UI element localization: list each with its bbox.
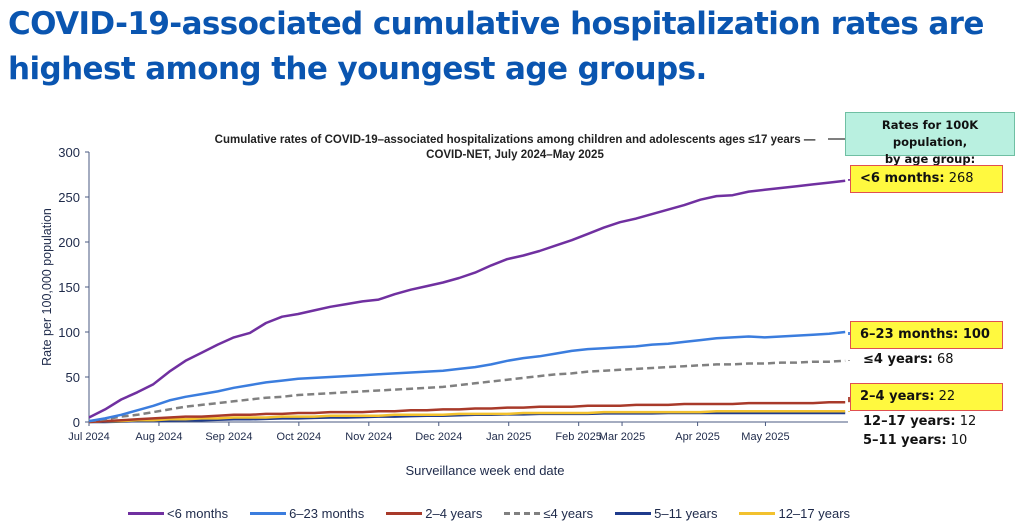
y-axis-label: Rate per 100,000 population [40, 208, 54, 366]
x-tick-label: Nov 2024 [345, 431, 392, 443]
legend-label: 5–11 years [654, 506, 718, 521]
x-tick-label: Aug 2024 [135, 431, 182, 443]
legend-swatch [615, 512, 652, 515]
callout-4-years-or-under: ≤4 years: 68 [855, 350, 954, 370]
legend-swatch [504, 512, 541, 515]
legend-swatch [386, 512, 423, 515]
callout-6-23-months: 6–23 months: 100 [850, 321, 1003, 349]
legend-item-0: <6 months [128, 506, 228, 521]
callout-value: 12 [955, 414, 977, 429]
y-tick-label: 150 [58, 280, 80, 295]
x-tick-label: Feb 2025 [555, 431, 601, 443]
legend-item-4: 5–11 years [615, 506, 717, 521]
x-tick-label: Jul 2024 [68, 431, 110, 443]
callout-label: 5–11 years: [863, 433, 947, 448]
legend-item-1: 6–23 months [250, 506, 364, 521]
legend-item-2: 2–4 years [386, 506, 482, 521]
x-tick-label: May 2025 [741, 431, 789, 443]
chart-subtitle: COVID-NET, July 2024–May 2025 [426, 149, 604, 161]
x-tick-label: Mar 2025 [599, 431, 645, 443]
series-line-3 [88, 359, 846, 423]
callout-label: ≤4 years: [863, 352, 933, 367]
x-tick-label: Apr 2025 [675, 431, 720, 443]
callout-value: 68 [932, 352, 954, 367]
callout-5-11-years: 5–11 years: 10 [855, 431, 967, 451]
callout-label: <6 months: [860, 171, 945, 186]
headline-line-1: COVID-19-associated cumulative hospitali… [8, 6, 984, 42]
x-axis-label: Surveillance week end date [406, 463, 565, 478]
legend-item-3: ≤4 years [504, 506, 593, 521]
info-box: Rates for 100K population, by age group: [845, 112, 1015, 166]
headline-line-2: highest among the youngest age groups. [8, 51, 707, 87]
legend-label: 12–17 years [778, 506, 851, 521]
headline: COVID-19-associated cumulative hospitali… [8, 2, 1018, 92]
callout-label: 6–23 months: 100 [860, 327, 990, 342]
callout-value: 268 [944, 171, 974, 186]
chart-title: Cumulative rates of COVID-19–associated … [215, 134, 816, 146]
y-tick-label: 200 [58, 235, 80, 250]
legend-label: 6–23 months [289, 506, 365, 521]
y-tick-label: 250 [58, 190, 80, 205]
y-tick-label: 50 [66, 370, 80, 385]
series-line-1 [88, 330, 846, 423]
x-tick-label: Oct 2024 [277, 431, 322, 443]
callout-2-4-years: 2–4 years: 22 [850, 383, 1003, 411]
x-tick-label: Sep 2024 [205, 431, 252, 443]
callout-label: 12–17 years: [863, 414, 956, 429]
series-line-5 [88, 409, 846, 424]
series-line-0 [88, 179, 846, 419]
legend-swatch [739, 512, 776, 515]
legend-label: 2–4 years [425, 506, 483, 521]
axes: 0 50 100 150 200 250 300 Jul 2024 Aug 2024 Sep 20… [58, 145, 848, 443]
chart-legend: <6 months 6–23 months 2–4 years ≤4 years 5–1… [128, 506, 850, 521]
info-box-line-2: by age group: [884, 152, 976, 166]
x-tick-label: Dec 2024 [415, 431, 462, 443]
callout-12-17-years: 12–17 years: 12 [855, 412, 976, 432]
x-tick-label: Jan 2025 [486, 431, 531, 443]
callout-value: 22 [934, 389, 956, 404]
callout-label: 2–4 years: [860, 389, 935, 404]
legend-label: ≤4 years [543, 506, 594, 521]
legend-swatch [250, 512, 287, 515]
series-line-2 [88, 400, 846, 424]
y-tick-label: 300 [58, 145, 80, 160]
legend-label: <6 months [167, 506, 229, 521]
legend-item-5: 12–17 years [739, 506, 850, 521]
y-tick-label: 100 [58, 325, 80, 340]
callout-value: 10 [946, 433, 968, 448]
callout-under-6-months: <6 months: 268 [850, 165, 1003, 193]
legend-swatch [128, 512, 164, 515]
y-tick-label: 0 [73, 415, 80, 430]
info-box-line-1: Rates for 100K population, [881, 118, 979, 149]
series-lines [88, 179, 846, 424]
